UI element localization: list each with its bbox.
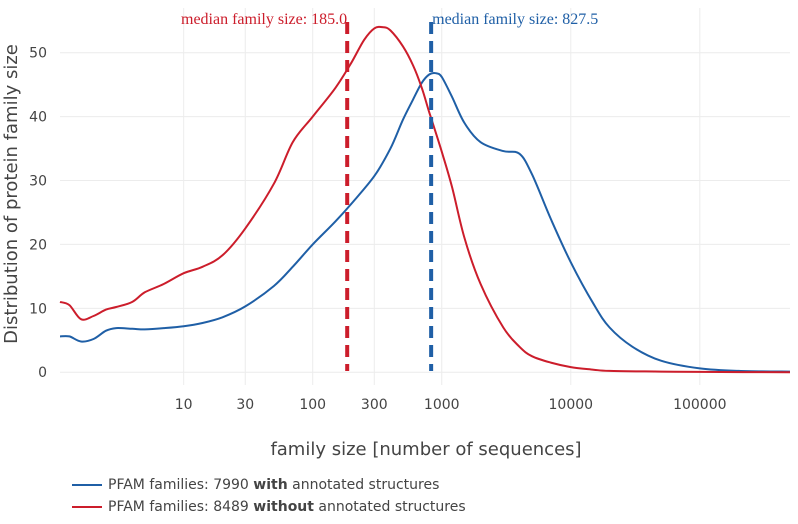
grid-lines xyxy=(60,8,790,385)
y-axis-ticks: 0 10 20 30 40 50 xyxy=(29,46,47,381)
legend-swatch-blue xyxy=(72,484,102,486)
chart-svg: 10 30 100 300 1000 10000 100000 0 10 20 30 40 50 me… xyxy=(1,8,791,460)
legend-item-without-structures: PFAM families: 8489 without annotated st… xyxy=(72,496,466,518)
series-lines xyxy=(59,25,791,374)
y-tick-label: 50 xyxy=(29,46,47,62)
median-label-0: median family size: 185.0 xyxy=(181,11,347,28)
x-axis-ticks: 10 30 100 300 1000 10000 100000 xyxy=(175,397,727,413)
median-markers: median family size: 185.0 median family s… xyxy=(181,11,598,371)
x-tick-label: 10000 xyxy=(549,397,594,413)
y-tick-label: 40 xyxy=(29,110,47,126)
x-tick-label: 100000 xyxy=(673,397,726,413)
series-line-0 xyxy=(59,72,791,373)
median-label-1: median family size: 827.5 xyxy=(432,11,598,28)
legend-label: PFAM families: 7990 with annotated struc… xyxy=(108,477,440,493)
series-line-1 xyxy=(59,25,791,374)
x-tick-label: 300 xyxy=(361,397,388,413)
x-tick-label: 10 xyxy=(175,397,193,413)
x-axis-label: family size [number of sequences] xyxy=(270,439,581,460)
y-axis-label: Distribution of protein family size xyxy=(1,44,22,344)
legend-item-with-structures: PFAM families: 7990 with annotated struc… xyxy=(72,474,466,496)
y-tick-label: 20 xyxy=(29,237,47,253)
y-tick-label: 30 xyxy=(29,174,47,190)
y-tick-label: 0 xyxy=(38,365,47,381)
legend: PFAM families: 7990 with annotated struc… xyxy=(72,474,466,518)
legend-label: PFAM families: 8489 without annotated st… xyxy=(108,499,466,515)
x-tick-label: 100 xyxy=(299,397,326,413)
x-tick-label: 30 xyxy=(236,397,254,413)
legend-swatch-red xyxy=(72,506,102,508)
x-tick-label: 1000 xyxy=(424,397,460,413)
y-tick-label: 10 xyxy=(29,301,47,317)
